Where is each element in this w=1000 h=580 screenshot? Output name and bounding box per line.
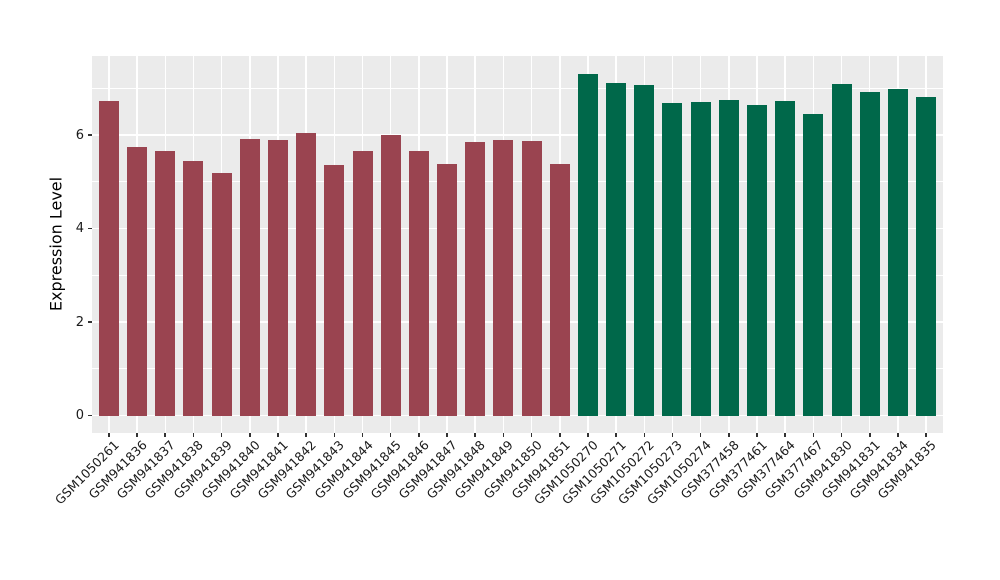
bar-GSM377467 [803,114,824,416]
x-tick-mark [615,433,617,437]
x-tick-mark [728,433,730,437]
plot-panel [92,56,943,433]
y-tick-label: 4 [75,221,84,237]
x-tick-mark [756,433,758,437]
bar-GSM941838 [183,160,204,416]
bar-GSM941850 [521,141,542,416]
x-tick-mark [446,433,448,437]
major-gridline [92,134,943,136]
bar-GSM941845 [380,135,401,416]
major-gridline [92,414,943,417]
minor-gridline [92,87,943,89]
bar-GSM941841 [267,140,288,416]
bar-GSM941831 [859,92,880,416]
bar-GSM1050271 [606,82,627,416]
x-tick-mark [699,433,702,437]
y-tick-label: 6 [75,127,84,143]
bar-GSM941834 [887,88,908,416]
minor-gridline [92,181,943,183]
bar-GSM941839 [211,172,232,416]
bar-GSM941843 [324,164,345,416]
bar-GSM941844 [352,150,373,416]
bar-GSM941840 [239,138,260,416]
bar-GSM941842 [296,132,317,416]
x-tick-mark [925,433,927,437]
x-tick-mark [305,433,307,437]
x-tick-mark [220,433,223,437]
major-gridline [92,321,943,323]
x-tick-mark [643,433,646,437]
bar-GSM941835 [916,97,937,416]
bar-GSM941848 [465,141,486,416]
bar-GSM941849 [493,139,514,416]
y-tick-mark [88,227,92,230]
x-tick-mark [164,433,167,437]
bar-GSM1050270 [577,73,598,416]
minor-gridline [92,368,943,370]
bar-GSM941847 [437,164,458,416]
x-tick-mark [474,433,477,437]
y-tick-mark [88,321,92,323]
x-tick-mark [389,433,392,437]
x-tick-mark [136,433,138,437]
y-tick-label: 0 [75,408,84,424]
bar-GSM1050272 [634,84,655,416]
x-tick-mark [277,433,279,437]
x-tick-mark [840,433,843,437]
minor-gridline [92,274,943,276]
major-gridline [92,227,943,230]
x-tick-mark [108,433,110,437]
bar-GSM941830 [831,84,852,416]
bar-GSM377464 [775,100,796,416]
bar-GSM941846 [408,151,429,416]
x-tick-mark [249,433,251,437]
x-tick-mark [333,433,336,437]
x-tick-mark [897,433,899,437]
x-tick-mark [502,433,505,437]
bar-GSM941851 [549,163,570,416]
x-tick-mark [530,433,533,437]
y-axis-title: Expression Level [46,176,66,312]
bar-GSM1050274 [690,102,711,416]
x-tick-mark [784,433,786,437]
bar-GSM377458 [718,100,739,416]
y-tick-mark [88,134,92,136]
x-tick-mark [587,433,589,437]
bar-GSM1050261 [98,100,119,416]
bar-GSM1050273 [662,102,683,416]
x-tick-mark [558,433,561,437]
y-tick-mark [88,414,92,417]
x-tick-mark [361,433,364,437]
x-tick-mark [671,433,674,437]
x-tick-mark [192,433,195,437]
bar-GSM377461 [747,105,768,416]
bar-GSM941836 [127,147,148,416]
x-tick-mark [812,433,815,437]
bar-GSM941837 [155,151,176,416]
y-tick-label: 2 [75,314,84,330]
x-tick-mark [418,433,420,437]
x-tick-mark [868,433,871,437]
